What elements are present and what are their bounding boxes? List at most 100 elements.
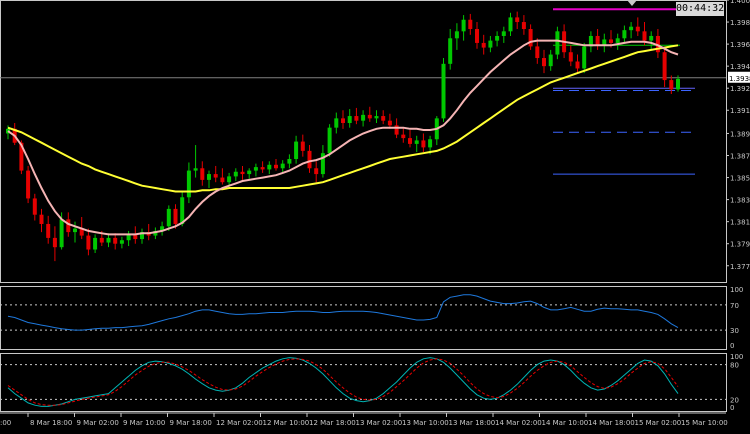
candle-body (501, 31, 506, 36)
candle-body (220, 177, 225, 183)
candle-body (93, 237, 98, 250)
time-tick-label: 13 Mar 02:00 (356, 419, 403, 427)
candle-body (448, 38, 453, 64)
candle-body (287, 158, 292, 164)
time-tick-label: 9 Mar 18:00 (170, 419, 212, 427)
candle-body (555, 31, 560, 55)
candle-body (126, 234, 131, 241)
candlestick-series (6, 11, 680, 262)
candle-body (468, 19, 473, 30)
fast-moving-average-line (7, 39, 679, 236)
candle-body (260, 167, 265, 170)
price-tick-label: 1.3776 (730, 263, 750, 271)
oscillator-tick-label: 30 (730, 327, 739, 335)
candle-body (441, 63, 446, 119)
candle-body (481, 42, 486, 48)
candle-body (347, 116, 352, 124)
price-tick-label: 1.3795 (730, 241, 750, 249)
candle-body (394, 125, 399, 135)
time-tick-label: 8 Mar 18:00 (30, 419, 72, 427)
time-tick-label: 13 Mar 10:00 (402, 419, 449, 427)
price-tick-label: 1.3910 (730, 107, 750, 115)
candle-body (233, 171, 238, 177)
candle-body (528, 29, 533, 47)
price-tick-label: 1.3948 (730, 63, 750, 71)
candle-body (327, 127, 332, 154)
candle-body (314, 168, 319, 175)
candle-body (32, 198, 37, 215)
candle-body (354, 116, 359, 121)
candle-body (595, 35, 600, 46)
candle-body (454, 31, 459, 39)
candle-body (615, 38, 620, 43)
candle-body (642, 31, 647, 41)
candle-body (428, 139, 433, 148)
time-axis: :00 8 Mar 18:00 9 Mar 02:00 9 Mar 10:00 9 Ma… (0, 412, 728, 427)
candle-body (140, 232, 144, 240)
candle-body (649, 35, 654, 41)
candle-body (508, 17, 513, 32)
candle-body (408, 138, 412, 144)
candle-body (622, 30, 627, 39)
candle-body (180, 197, 185, 224)
candle-body (609, 39, 613, 43)
candle-body (367, 114, 372, 119)
candle-body (414, 140, 419, 144)
candle-body (59, 219, 64, 248)
price-tick-label: 1.3833 (730, 197, 750, 205)
candle-body (253, 167, 258, 171)
bid-price-box (728, 71, 750, 83)
candle-body (568, 52, 573, 62)
moving-average-lines (7, 39, 679, 236)
oscillator-main-line (7, 357, 679, 407)
candle-body (213, 174, 218, 178)
candle-body (280, 163, 285, 169)
candle-body (267, 164, 272, 170)
candle-body (662, 52, 667, 81)
time-tick-label: 12 Mar 18:00 (309, 419, 356, 427)
time-tick-label: 12 Mar 10:00 (263, 419, 310, 427)
price-panel-border (0, 0, 727, 283)
oscillator-border (0, 353, 727, 412)
candle-body (387, 120, 392, 126)
slow-moving-average-line (7, 44, 679, 193)
oscillator-border (0, 286, 727, 350)
oscillator-tick-label: 70 (730, 302, 739, 310)
candle-body (133, 234, 138, 240)
candle-body (475, 29, 479, 43)
time-tick-label: 15 Mar 10:00 (681, 419, 728, 427)
candle-body (488, 40, 493, 48)
oscillator-tick-label: 20 (730, 396, 739, 404)
bar-countdown-timer: 00:44:32 (676, 2, 725, 16)
time-tick-label: :00 (0, 419, 11, 427)
candle-body (19, 142, 24, 171)
price-tick-label: 1.3890 (730, 130, 750, 138)
candle-body (635, 26, 640, 32)
candle-body (334, 118, 339, 128)
price-axis: 1.4005 1.3986 1.3967 1.3948 1.3938 1.3929 1.39… (726, 0, 750, 271)
candle-body (294, 141, 299, 159)
candle-body (79, 228, 84, 236)
time-tick-label: 13 Mar 18:00 (449, 419, 496, 427)
candle-body (39, 214, 44, 224)
candle-body (588, 35, 593, 47)
time-tick-label: 9 Mar 10:00 (123, 419, 165, 427)
time-tick-label: 14 Mar 10:00 (542, 419, 589, 427)
candle-body (676, 78, 680, 90)
price-tick-label: 1.4005 (730, 0, 750, 5)
candle-body (361, 114, 366, 121)
time-tick-label: 12 Mar 02:00 (216, 419, 263, 427)
candle-body (73, 228, 77, 233)
candle-body (52, 237, 57, 248)
oscillator-signal-line (7, 358, 679, 406)
candle-body (106, 237, 111, 243)
candle-body (99, 237, 104, 243)
price-tick-label: 1.3986 (730, 19, 750, 27)
oscillator-main-line (7, 294, 679, 331)
candle-body (401, 134, 406, 139)
oscillator-tick-label: 100 (730, 286, 743, 294)
price-tick-label: 1.3852 (730, 175, 750, 183)
